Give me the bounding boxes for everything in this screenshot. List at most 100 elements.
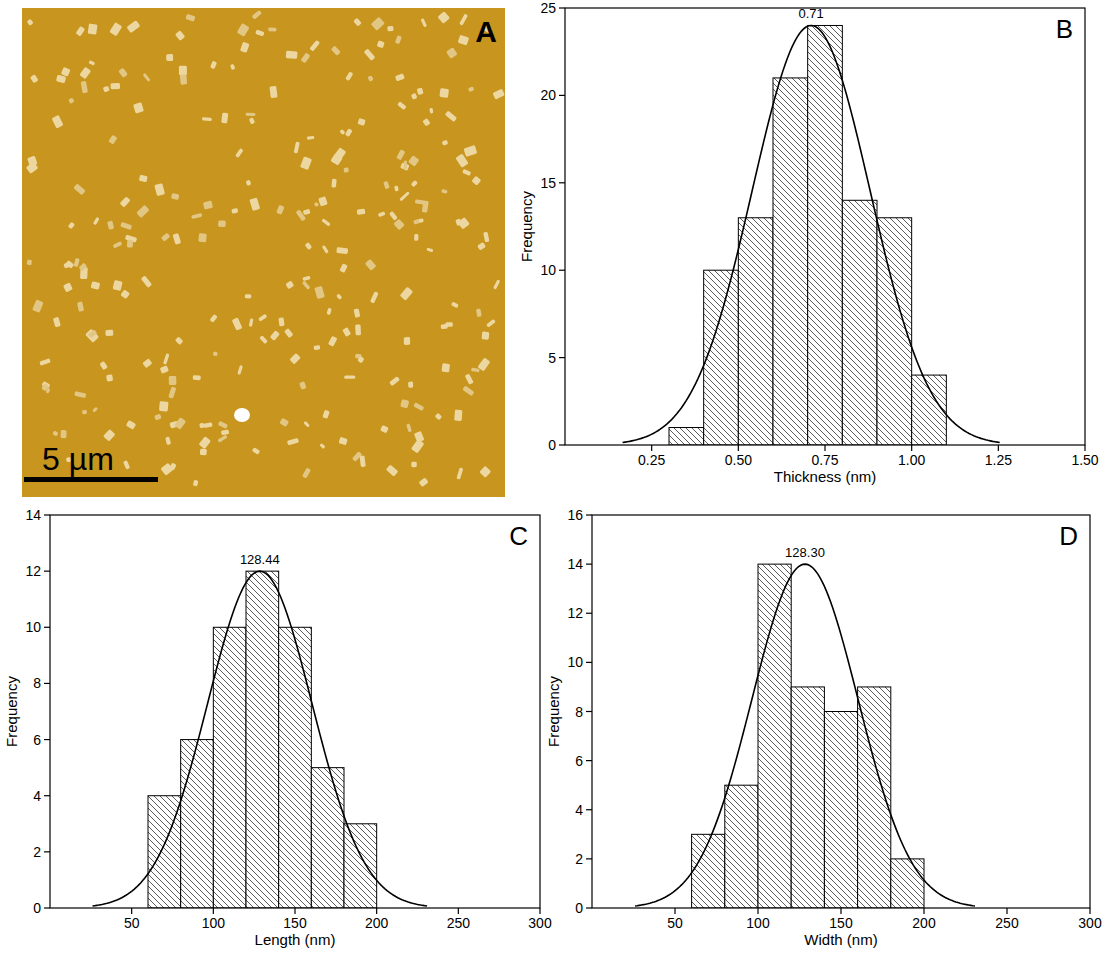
- flake: [74, 258, 80, 267]
- flake: [286, 51, 298, 59]
- flake: [246, 180, 252, 186]
- flake: [331, 46, 341, 56]
- flake: [383, 181, 390, 190]
- flake: [120, 196, 131, 207]
- flake: [30, 74, 39, 83]
- flake: [482, 331, 490, 339]
- x-tick-label: 300: [1078, 915, 1102, 931]
- flake: [142, 358, 152, 368]
- flake: [371, 17, 385, 31]
- flake: [240, 42, 250, 53]
- flake: [354, 308, 361, 317]
- flake: [419, 477, 429, 487]
- flake: [471, 176, 481, 186]
- x-tick-label: 100: [746, 915, 770, 931]
- flake: [345, 128, 353, 137]
- flake: [357, 209, 366, 215]
- flake: [252, 10, 262, 20]
- y-tick-label: 14: [567, 556, 583, 572]
- y-tick: [44, 851, 50, 852]
- bar: [246, 571, 279, 908]
- flake: [300, 156, 312, 170]
- y-tick-label: 4: [33, 788, 41, 804]
- x-tick-label: 0.50: [725, 452, 752, 468]
- flake: [326, 308, 331, 315]
- flake: [307, 136, 315, 140]
- y-tick-label: 10: [567, 654, 583, 670]
- flake: [174, 417, 186, 429]
- flake: [154, 183, 165, 196]
- flake: [118, 68, 128, 78]
- bar: [738, 218, 773, 445]
- flake: [458, 35, 470, 46]
- bar: [912, 375, 947, 445]
- x-axis-title: Width (nm): [804, 931, 877, 948]
- flake: [113, 280, 123, 291]
- flake: [493, 279, 500, 289]
- flake: [163, 353, 170, 364]
- flake: [249, 318, 254, 327]
- y-tick: [586, 760, 592, 761]
- x-tick-label: 200: [365, 915, 389, 931]
- y-tick: [559, 444, 565, 445]
- flake: [235, 148, 243, 158]
- y-tick: [586, 858, 592, 859]
- x-tick-label: 50: [667, 915, 683, 931]
- y-tick-label: 12: [25, 563, 41, 579]
- flake: [455, 154, 468, 168]
- flake: [276, 205, 284, 215]
- flake: [88, 329, 98, 338]
- flake: [32, 299, 44, 312]
- flake: [378, 211, 386, 217]
- bar: [773, 78, 808, 445]
- x-tick-label: 0.75: [811, 452, 838, 468]
- flake: [161, 233, 170, 242]
- flake: [108, 135, 117, 145]
- y-tick-label: 25: [540, 0, 556, 16]
- y-axis-title: Frequency: [518, 191, 535, 262]
- frame: [50, 515, 540, 908]
- flake: [46, 388, 51, 394]
- flake: [353, 18, 362, 27]
- flake: [422, 118, 430, 126]
- flake: [411, 180, 418, 187]
- flake: [154, 414, 162, 421]
- x-tick-label: 300: [528, 915, 552, 931]
- flake: [435, 413, 443, 421]
- flake: [63, 282, 73, 292]
- flake: [199, 423, 204, 429]
- flake: [303, 209, 311, 215]
- flake: [322, 410, 329, 419]
- bar: [344, 824, 377, 908]
- y-tick-label: 2: [575, 851, 583, 867]
- x-tick-label: 150: [283, 915, 307, 931]
- x-tick-label: 1.25: [985, 452, 1012, 468]
- figure: A5 µm0.250.500.751.001.251.500510152025T…: [0, 0, 1108, 960]
- y-tick: [559, 7, 565, 8]
- x-tick: [998, 445, 999, 451]
- flake: [246, 113, 256, 116]
- y-tick-label: 8: [575, 704, 583, 720]
- flake: [302, 281, 311, 290]
- flake: [345, 71, 353, 81]
- panel-letter: B: [1056, 14, 1073, 44]
- x-tick: [911, 445, 912, 451]
- flake: [441, 189, 448, 194]
- flake: [68, 97, 74, 103]
- flake: [321, 218, 330, 226]
- y-tick-label: 20: [540, 87, 556, 103]
- bar: [891, 859, 924, 908]
- x-tick-label: 250: [447, 915, 471, 931]
- flake: [103, 429, 115, 442]
- flake: [53, 317, 61, 328]
- afm-image: [22, 8, 505, 497]
- panel-letter: C: [509, 521, 528, 551]
- flake: [27, 19, 34, 26]
- flake: [445, 322, 452, 327]
- x-axis-title: Length (nm): [255, 931, 336, 948]
- y-axis-title: Frequency: [545, 676, 562, 747]
- flake: [185, 14, 195, 22]
- flake: [221, 429, 229, 435]
- flake: [344, 376, 355, 379]
- y-tick: [559, 270, 565, 271]
